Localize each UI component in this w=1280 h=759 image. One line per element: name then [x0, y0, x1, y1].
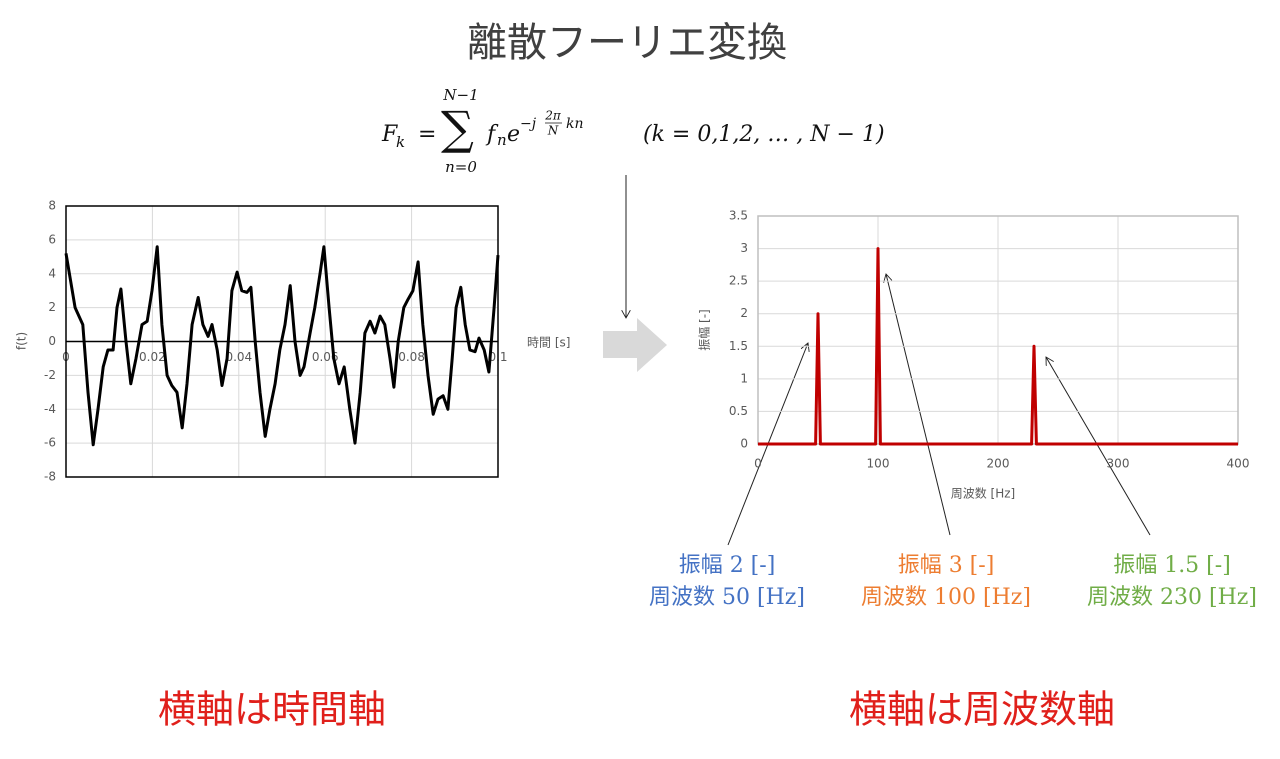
y-tick-label: 1	[740, 371, 748, 385]
caption: 横軸は周波数軸	[849, 688, 1115, 732]
y-tick-label: 0	[740, 437, 748, 451]
formula-text: F	[381, 122, 398, 147]
annotation-text: 振幅 2 [-]	[679, 553, 776, 578]
data-line	[64, 245, 500, 447]
y-tick-label: 1.5	[729, 339, 748, 353]
y-tick-label: 8	[48, 199, 56, 213]
y-axis-title: 振幅 [-]	[697, 309, 712, 351]
formula-text: N	[547, 124, 559, 138]
x-tick-label: 200	[987, 457, 1010, 471]
y-tick-label: -6	[44, 436, 56, 450]
x-tick-label: 300	[1107, 457, 1130, 471]
slide-title: 離散フーリエ変換	[467, 20, 787, 66]
formula-text: ∑	[441, 101, 474, 155]
formula-text: N−1	[442, 86, 478, 104]
formula-text: −j	[520, 116, 537, 132]
y-tick-label: -4	[44, 402, 56, 416]
annotation-text: 周波数 50 [Hz]	[649, 585, 805, 610]
annotation-text: 周波数 230 [Hz]	[1087, 585, 1257, 610]
annotation-text: 振幅 1.5 [-]	[1113, 553, 1231, 578]
x-tick-label: 0.02	[139, 350, 166, 364]
formula-text: =	[418, 122, 436, 147]
x-tick-label: 400	[1227, 457, 1250, 471]
formula-text: n	[497, 131, 507, 149]
formula-text: e	[507, 122, 520, 147]
formula-text: (k = 0,1,2, … , N − 1)	[643, 122, 885, 147]
y-tick-label: -8	[44, 470, 56, 484]
block-arrow	[603, 318, 667, 372]
y-tick-label: 3	[740, 241, 748, 255]
y-tick-label: 4	[48, 266, 56, 280]
y-tick-label: 2	[740, 306, 748, 320]
x-axis-title: 時間 [s]	[527, 336, 570, 350]
x-tick-label: 0.08	[398, 350, 425, 364]
formula-text: 2π	[544, 109, 562, 123]
y-tick-label: 6	[48, 232, 56, 246]
x-tick-label: 0.04	[225, 350, 252, 364]
arrow	[1046, 357, 1151, 536]
annotation-text: 振幅 3 [-]	[898, 553, 995, 578]
arrow	[886, 274, 951, 536]
y-tick-label: 0	[48, 334, 56, 348]
formula-text: kn	[566, 116, 584, 132]
data-line	[758, 247, 1238, 446]
x-tick-label: 0	[754, 457, 762, 471]
x-axis-title: 周波数 [Hz]	[951, 486, 1016, 501]
formula-text: k	[396, 133, 405, 151]
y-tick-label: 3.5	[729, 209, 748, 223]
y-tick-label: -2	[44, 368, 56, 382]
formula-text: n=0	[445, 158, 477, 176]
x-tick-label: 100	[867, 457, 890, 471]
y-tick-label: 2	[48, 300, 56, 314]
y-axis-title: f(t)	[15, 332, 29, 350]
y-tick-label: 2.5	[729, 274, 748, 288]
annotation-text: 周波数 100 [Hz]	[861, 585, 1031, 610]
caption: 横軸は時間軸	[158, 688, 386, 732]
y-tick-label: 0.5	[729, 404, 748, 418]
